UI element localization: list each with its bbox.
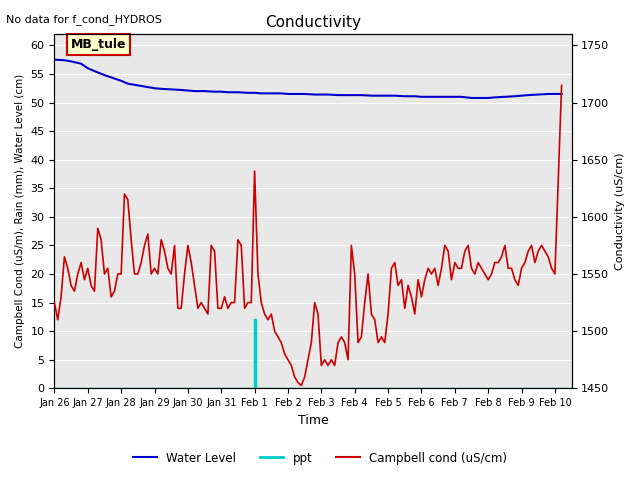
Legend: Water Level, ppt, Campbell cond (uS/cm): Water Level, ppt, Campbell cond (uS/cm) — [128, 447, 512, 469]
Title: Conductivity: Conductivity — [265, 15, 361, 30]
Y-axis label: Campbell Cond (uS/m), Rain (mm), Water Level (cm): Campbell Cond (uS/m), Rain (mm), Water L… — [15, 74, 25, 348]
X-axis label: Time: Time — [298, 414, 328, 427]
Y-axis label: Conductivity (uS/cm): Conductivity (uS/cm) — [615, 152, 625, 270]
Text: MB_tule: MB_tule — [71, 38, 127, 51]
Text: No data for f_cond_HYDROS: No data for f_cond_HYDROS — [6, 14, 163, 25]
